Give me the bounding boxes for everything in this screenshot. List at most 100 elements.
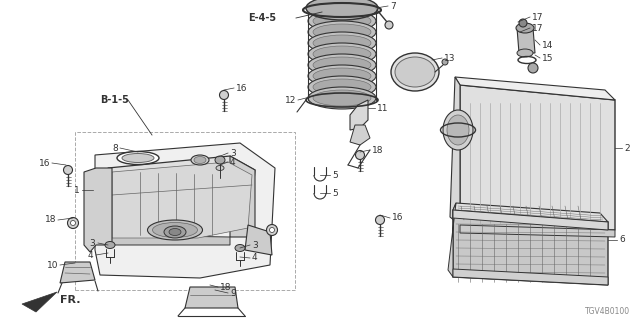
Ellipse shape [308, 65, 376, 87]
Circle shape [266, 225, 278, 236]
Ellipse shape [169, 228, 181, 236]
Ellipse shape [105, 242, 115, 249]
Ellipse shape [235, 244, 245, 252]
Text: 3: 3 [89, 238, 95, 247]
Polygon shape [22, 292, 57, 312]
Polygon shape [453, 203, 608, 222]
Ellipse shape [215, 156, 225, 164]
Polygon shape [460, 225, 615, 237]
Ellipse shape [308, 43, 376, 65]
Bar [75, 132, 295, 290]
Ellipse shape [152, 222, 198, 237]
Circle shape [70, 220, 76, 226]
Circle shape [442, 59, 448, 65]
Circle shape [220, 91, 228, 100]
Ellipse shape [313, 57, 371, 73]
Ellipse shape [517, 49, 533, 57]
Polygon shape [108, 235, 230, 245]
Circle shape [63, 165, 72, 174]
Text: 1: 1 [74, 186, 80, 195]
Ellipse shape [313, 13, 371, 29]
Circle shape [67, 218, 79, 228]
Polygon shape [185, 287, 238, 308]
Polygon shape [60, 262, 95, 283]
Ellipse shape [308, 32, 376, 54]
Ellipse shape [308, 76, 376, 98]
Ellipse shape [194, 156, 206, 164]
Polygon shape [460, 85, 615, 230]
Text: 18: 18 [220, 283, 232, 292]
Circle shape [376, 215, 385, 225]
Text: 18: 18 [45, 215, 56, 225]
Ellipse shape [313, 90, 371, 106]
Polygon shape [112, 162, 252, 238]
Ellipse shape [395, 57, 435, 87]
Text: 18: 18 [372, 146, 383, 155]
Ellipse shape [147, 220, 202, 240]
Text: 6: 6 [619, 236, 625, 244]
Circle shape [269, 228, 275, 233]
Text: 17: 17 [532, 23, 543, 33]
Circle shape [528, 63, 538, 73]
Text: 13: 13 [444, 53, 456, 62]
Polygon shape [455, 77, 615, 100]
Polygon shape [453, 269, 608, 285]
Polygon shape [450, 77, 460, 225]
Ellipse shape [313, 35, 371, 51]
Circle shape [355, 150, 365, 159]
Ellipse shape [308, 21, 376, 43]
Polygon shape [108, 156, 255, 237]
Circle shape [385, 21, 393, 29]
Text: 16: 16 [392, 213, 403, 222]
Text: E-4-5: E-4-5 [248, 13, 276, 23]
Text: B-1-5: B-1-5 [100, 95, 129, 105]
Polygon shape [448, 203, 456, 277]
Polygon shape [84, 168, 112, 252]
Text: 5: 5 [332, 188, 338, 197]
Text: 11: 11 [377, 103, 388, 113]
Ellipse shape [313, 2, 371, 18]
Ellipse shape [308, 54, 376, 76]
Text: 12: 12 [285, 95, 296, 105]
Text: 8: 8 [112, 143, 118, 153]
Text: 3: 3 [252, 241, 258, 250]
Ellipse shape [308, 10, 376, 32]
Text: 14: 14 [542, 41, 554, 50]
Ellipse shape [391, 53, 439, 91]
Ellipse shape [117, 151, 159, 164]
Ellipse shape [164, 226, 186, 238]
Text: 16: 16 [236, 84, 248, 92]
Polygon shape [453, 210, 608, 285]
Text: 7: 7 [390, 2, 396, 11]
Ellipse shape [443, 110, 473, 150]
Polygon shape [453, 210, 608, 230]
Text: 2: 2 [624, 143, 630, 153]
Ellipse shape [313, 79, 371, 95]
Text: 5: 5 [332, 171, 338, 180]
Text: 4: 4 [230, 157, 236, 166]
Polygon shape [95, 143, 275, 278]
Text: 15: 15 [542, 53, 554, 62]
Polygon shape [230, 156, 255, 237]
Ellipse shape [216, 165, 224, 171]
Text: 4: 4 [88, 251, 93, 260]
Text: 9: 9 [230, 289, 236, 298]
Polygon shape [350, 100, 368, 130]
Text: 16: 16 [38, 158, 50, 167]
Text: 4: 4 [252, 253, 258, 262]
Ellipse shape [191, 155, 209, 165]
Ellipse shape [122, 154, 154, 163]
Text: 3: 3 [230, 148, 236, 157]
Ellipse shape [308, 0, 376, 21]
Ellipse shape [516, 23, 534, 33]
Ellipse shape [306, 0, 378, 20]
Text: 17: 17 [532, 12, 543, 21]
Circle shape [519, 19, 527, 27]
Polygon shape [517, 28, 535, 53]
Ellipse shape [313, 46, 371, 62]
Ellipse shape [313, 24, 371, 40]
Text: FR.: FR. [60, 295, 81, 305]
Text: 10: 10 [47, 260, 58, 269]
Ellipse shape [308, 87, 376, 109]
Ellipse shape [447, 115, 469, 145]
